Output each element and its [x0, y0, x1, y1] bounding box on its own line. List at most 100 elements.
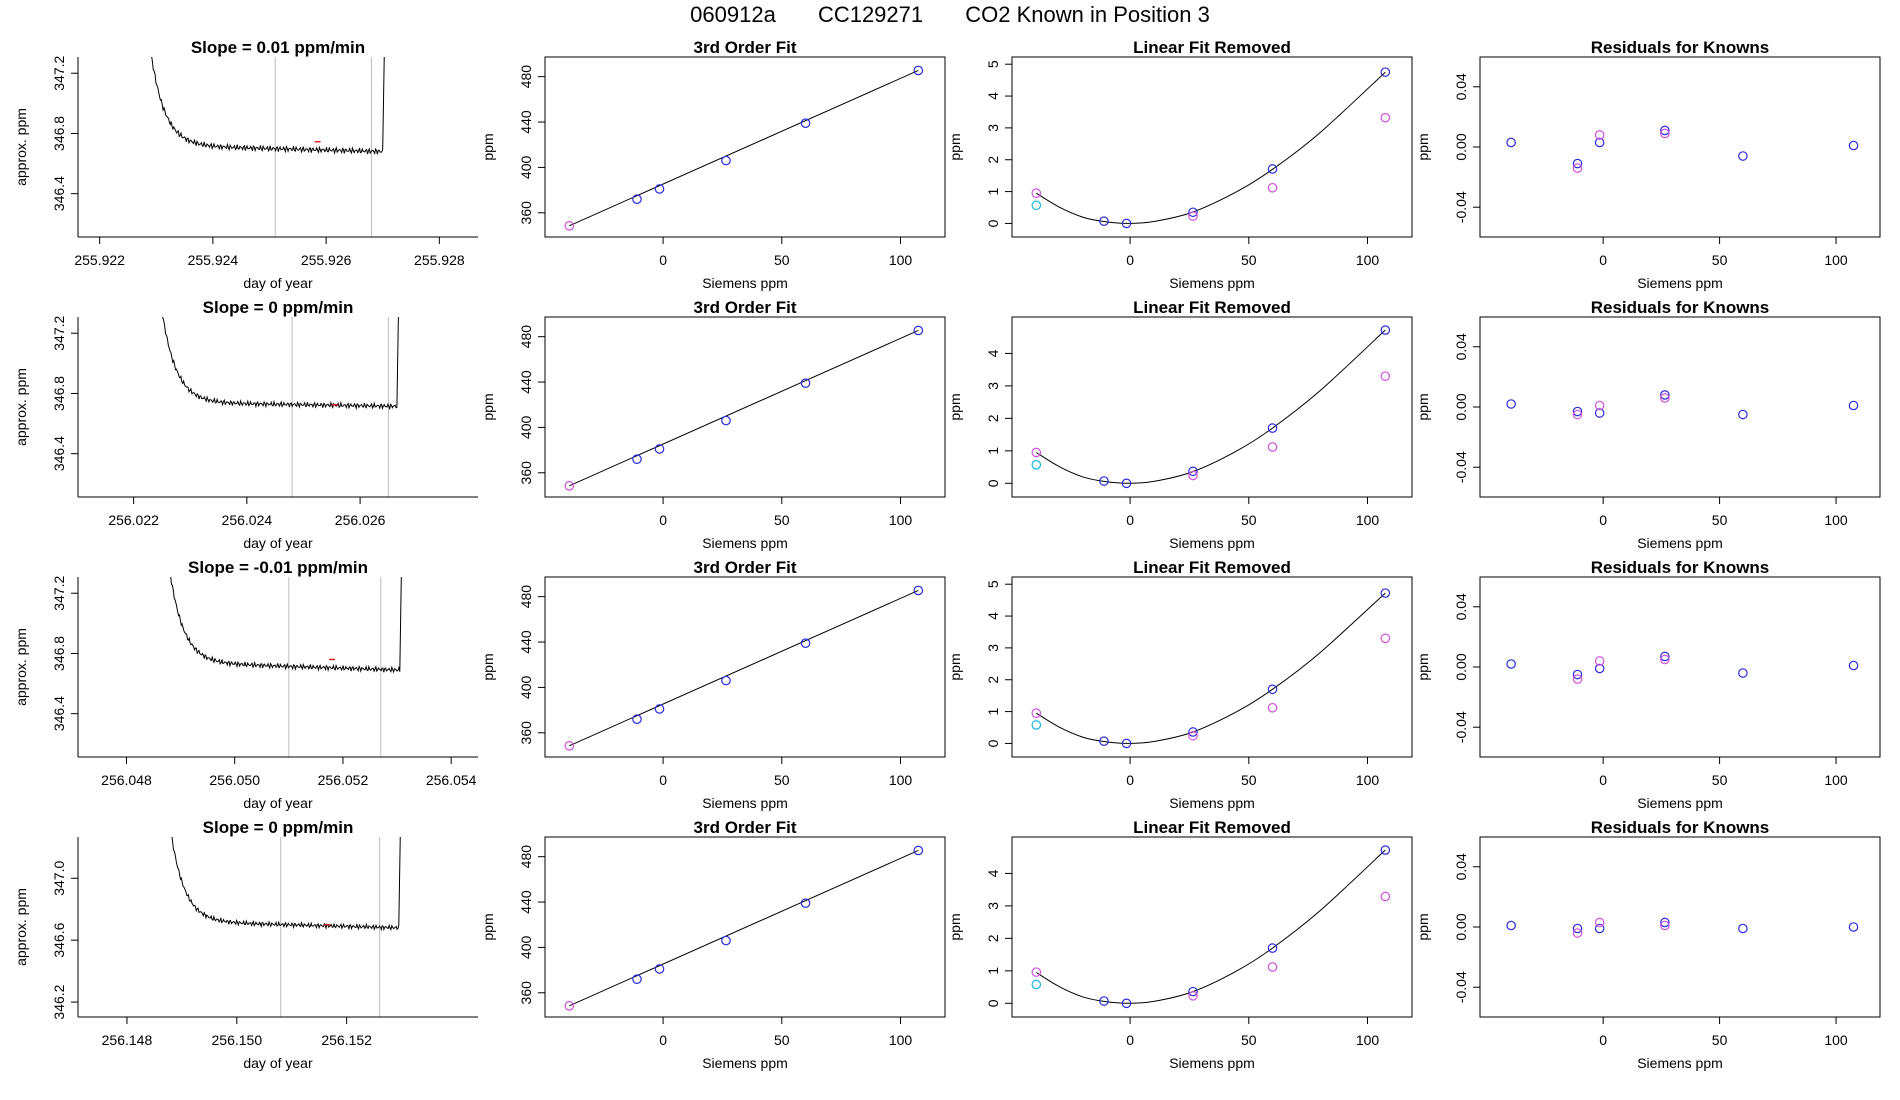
x-tick-label: 255.928	[414, 252, 465, 268]
plot-area	[1031, 845, 1391, 1009]
x-tick-label: 0	[659, 512, 667, 528]
concentration-trace	[171, 837, 401, 932]
x-axis-label: Siemens ppm	[1637, 795, 1723, 811]
data-point-blue	[1188, 727, 1198, 737]
data-point-cyan	[1031, 459, 1042, 470]
x-tick-label: 50	[1241, 1032, 1257, 1048]
y-tick-label: 0.00	[1453, 133, 1469, 160]
y-tick-label: 440	[518, 370, 534, 394]
data-point-blue	[1738, 668, 1748, 678]
y-tick-label: 440	[518, 890, 534, 914]
y-tick-label: 2	[985, 156, 1001, 164]
y-axis-label: ppm	[947, 393, 963, 420]
y-tick-label: 5	[985, 60, 1001, 68]
data-point-blue	[1121, 478, 1132, 489]
panel-2-2: 3rd Order Fit Siemens ppm ppm 0 50 100 360 400 4…	[480, 298, 946, 551]
x-axis-label: Siemens ppm	[702, 275, 788, 291]
y-tick-label: 347.2	[51, 316, 67, 351]
y-tick-label: 3	[985, 124, 1001, 132]
y-tick-label: 4	[985, 869, 1001, 877]
panel-title: Linear Fit Removed	[1133, 298, 1291, 317]
x-tick-label: 50	[1712, 252, 1728, 268]
y-tick-label: 480	[518, 65, 534, 89]
y-tick-label: 400	[518, 676, 534, 700]
data-point-magenta	[1594, 130, 1605, 140]
plot-frame	[1479, 576, 1881, 758]
y-tick-label: -0.04	[1453, 971, 1469, 1003]
y-axis-label: approx. ppm	[13, 108, 29, 186]
plot-frame	[1479, 56, 1881, 238]
data-point-blue	[721, 935, 731, 946]
x-tick-label: 50	[1241, 252, 1257, 268]
x-tick-label: 100	[1824, 772, 1848, 788]
y-tick-label: 400	[518, 416, 534, 440]
data-point-blue	[1738, 923, 1748, 934]
x-tick-label: 100	[1356, 772, 1380, 788]
panel-3-1: Slope = -0.01 ppm/min day of year approx. …	[13, 558, 478, 811]
panel-4-2: 3rd Order Fit Siemens ppm ppm 0 50 100 360 400 4…	[480, 818, 946, 1071]
data-point-blue	[1506, 920, 1516, 931]
fit-line	[569, 69, 919, 227]
y-tick-label: -0.04	[1453, 451, 1469, 483]
data-point-magenta	[1594, 400, 1605, 411]
data-point-blue	[1506, 399, 1516, 409]
y-tick-label: 440	[518, 630, 534, 654]
data-point-blue	[913, 325, 924, 336]
x-tick-label: 50	[1712, 1032, 1728, 1048]
x-tick-label: 0	[1599, 252, 1607, 268]
y-axis-label: ppm	[480, 653, 496, 680]
data-point-blue	[800, 638, 811, 648]
x-tick-label: 256.150	[212, 1032, 263, 1048]
panel-1-1: Slope = 0.01 ppm/min day of year approx. p…	[13, 38, 478, 291]
y-tick-label: 0.04	[1453, 593, 1469, 620]
data-point-blue	[1848, 400, 1859, 411]
panel-title: Residuals for Knowns	[1591, 298, 1770, 317]
y-tick-label: 480	[518, 325, 534, 349]
data-point-magenta	[1188, 470, 1198, 481]
y-tick-label: 1	[985, 447, 1001, 455]
y-tick-label: 0.04	[1453, 73, 1469, 100]
y-tick-label: 346.6	[51, 922, 67, 957]
data-point-blue	[1572, 923, 1583, 934]
x-axis-label: Siemens ppm	[1169, 535, 1255, 551]
y-axis-label: ppm	[1415, 393, 1431, 420]
panel-1-3: Linear Fit Removed Siemens ppm ppm 0 50 100 0 1…	[947, 38, 1413, 291]
data-point-magenta	[1031, 188, 1042, 198]
data-point-magenta	[1380, 112, 1391, 123]
fit-line	[569, 329, 919, 487]
plot-frame	[544, 56, 946, 238]
x-tick-label: 255.922	[74, 252, 125, 268]
x-tick-label: 0	[1126, 772, 1134, 788]
plot-area	[162, 317, 399, 497]
y-tick-label: 0.04	[1453, 333, 1469, 360]
y-tick-label: 400	[518, 936, 534, 960]
data-point-blue	[721, 155, 731, 166]
y-tick-label: 360	[518, 981, 534, 1005]
fit-curve	[1036, 592, 1386, 744]
data-point-magenta	[564, 481, 575, 491]
x-tick-label: 256.152	[321, 1032, 372, 1048]
x-tick-label: 0	[1126, 252, 1134, 268]
y-axis-label: ppm	[480, 913, 496, 940]
x-tick-label: 50	[774, 772, 790, 788]
panel-title: Slope = -0.01 ppm/min	[188, 558, 368, 577]
data-point-blue	[913, 585, 924, 596]
x-tick-label: 0	[659, 1032, 667, 1048]
concentration-trace	[170, 577, 402, 674]
panel-title: 3rd Order Fit	[694, 298, 797, 317]
x-tick-label: 100	[1356, 252, 1380, 268]
data-point-blue	[632, 194, 642, 204]
plot-frame	[1479, 836, 1881, 1018]
y-tick-label: 1	[985, 187, 1001, 195]
data-point-magenta	[1660, 654, 1670, 665]
y-tick-label: 346.8	[51, 636, 67, 671]
data-point-magenta	[1572, 928, 1583, 938]
concentration-trace	[162, 317, 399, 411]
x-axis-label: day of year	[243, 795, 313, 811]
x-tick-label: 256.026	[335, 512, 386, 528]
data-point-blue	[1188, 207, 1198, 218]
y-tick-label: 0	[985, 739, 1001, 747]
x-axis-label: day of year	[243, 535, 313, 551]
y-tick-label: 480	[518, 845, 534, 869]
data-point-blue	[1380, 588, 1391, 598]
